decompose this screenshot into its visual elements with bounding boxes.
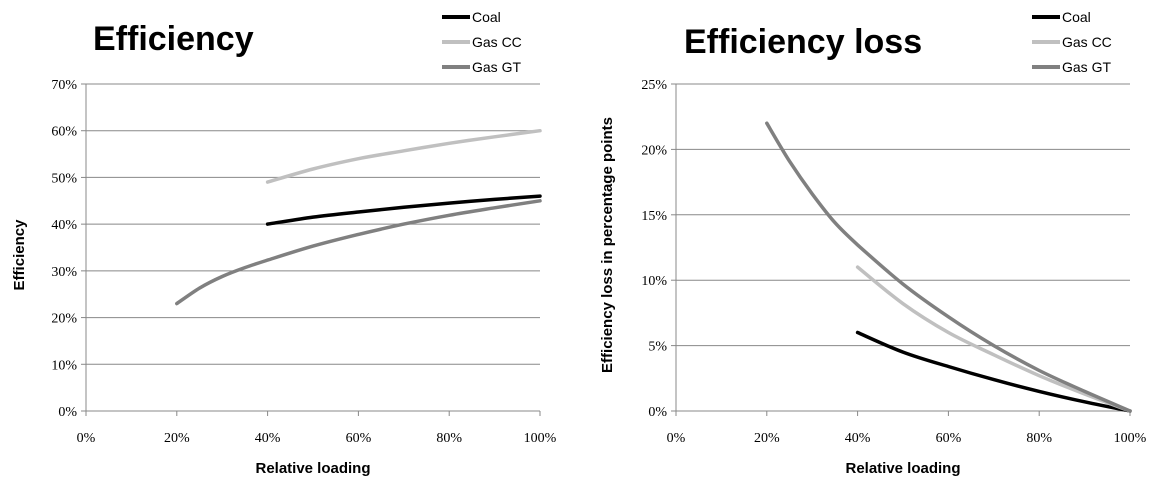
y-tick-label: 15% [641, 209, 667, 224]
series-line-gas-cc [855, 265, 1132, 413]
x-axis-label: Relative loading [845, 460, 960, 477]
y-tick-label: 0% [648, 405, 667, 420]
y-tick-label: 60% [51, 125, 77, 140]
x-tick-label: 60% [346, 431, 372, 446]
y-tick-label: 10% [51, 358, 77, 373]
x-tick-label: 40% [255, 431, 281, 446]
y-axis-label: Efficiency loss in percentage points [599, 117, 616, 373]
legend-label: Gas GT [472, 59, 521, 75]
series-line-gas-gt [765, 121, 1132, 413]
series-line-coal [265, 194, 542, 226]
y-tick-label: 20% [51, 312, 77, 327]
plot-area: 0% 10% 20% 30% 40% 50% 60% 70% 0% 20% 40% 60% 80% 100… [51, 78, 556, 446]
y-tick-label: 50% [51, 171, 77, 186]
legend: Coal Gas CC Gas GT [442, 9, 522, 75]
legend-label: Coal [1062, 9, 1091, 25]
x-tick-label: 100% [1114, 431, 1147, 446]
x-tick-label: 20% [164, 431, 190, 446]
legend-label: Gas GT [1062, 59, 1111, 75]
legend: Coal Gas CC Gas GT [1032, 9, 1112, 75]
y-tick-label: 40% [51, 218, 77, 233]
y-tick-label: 30% [51, 265, 77, 280]
x-tick-label: 40% [845, 431, 871, 446]
y-tick-label: 0% [58, 405, 77, 420]
series-line-gas-cc [265, 128, 542, 184]
efficiency-chart: Efficiency Efficiency Relative loading 0… [11, 9, 557, 477]
legend-label: Coal [472, 9, 501, 25]
chart-title: Efficiency loss [684, 23, 922, 61]
y-axis-label: Efficiency [11, 219, 28, 291]
x-tick-label: 80% [436, 431, 462, 446]
efficiency-loss-chart: Efficiency loss Efficiency loss in perce… [599, 9, 1147, 477]
x-tick-label: 0% [77, 431, 96, 446]
y-tick-label: 5% [648, 340, 667, 355]
legend-label: Gas CC [472, 34, 522, 50]
series-line-coal [855, 330, 1132, 413]
x-tick-label: 100% [524, 431, 557, 446]
y-tick-label: 25% [641, 78, 667, 93]
series-line-gas-gt [175, 199, 542, 306]
y-tick-label: 10% [641, 274, 667, 289]
legend-label: Gas CC [1062, 34, 1112, 50]
x-tick-label: 60% [936, 431, 962, 446]
x-tick-label: 80% [1026, 431, 1052, 446]
x-tick-label: 0% [667, 431, 686, 446]
x-axis-label: Relative loading [255, 460, 370, 477]
y-tick-label: 20% [641, 143, 667, 158]
plot-area: 0% 5% 10% 15% 20% 25% 0% 20% 40% 60% 80% 100% [641, 78, 1146, 446]
x-tick-label: 20% [754, 431, 780, 446]
y-tick-label: 70% [51, 78, 77, 93]
chart-title: Efficiency [93, 20, 254, 58]
